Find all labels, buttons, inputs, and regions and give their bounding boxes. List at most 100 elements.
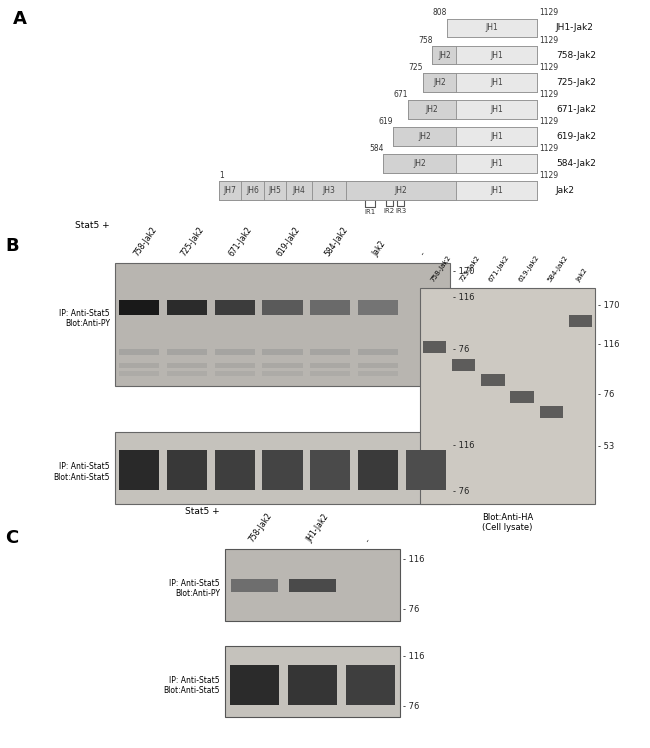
Text: IP: Anti-Stat5
Blot:Anti-Stat5: IP: Anti-Stat5 Blot:Anti-Stat5 [53,462,110,482]
Text: - 170: - 170 [453,267,474,276]
Text: 1: 1 [219,171,224,180]
Bar [263,363,303,368]
Bar [447,19,537,37]
Bar [225,549,400,621]
Text: 619-Jak2: 619-Jak2 [275,224,302,257]
Text: 725: 725 [409,63,423,72]
Bar [115,263,450,386]
Text: IR2: IR2 [384,208,395,214]
Text: 758: 758 [418,36,432,45]
Bar [214,450,255,490]
Bar [358,349,398,355]
Text: 671-Jak2: 671-Jak2 [556,105,596,114]
Bar [119,349,159,355]
Bar [452,358,475,370]
Bar [406,450,446,490]
Bar [310,450,350,490]
Text: JH2: JH2 [419,132,431,141]
Bar [358,371,398,376]
Bar [119,363,159,368]
Text: 1129: 1129 [539,36,558,45]
Text: JH1-Jak2: JH1-Jak2 [556,23,593,32]
Text: - 116: - 116 [403,555,424,564]
Text: JH4: JH4 [292,186,306,195]
Bar [423,73,537,91]
Bar [569,316,592,328]
Text: Stat5 +: Stat5 + [185,507,220,516]
Bar [510,391,534,403]
Text: Jak2: Jak2 [556,186,575,195]
Text: JH1: JH1 [486,23,499,32]
Bar [358,450,398,490]
Text: 725-Jak2: 725-Jak2 [459,254,482,283]
Bar [214,300,255,315]
Text: 758-Jak2: 758-Jak2 [131,224,159,257]
Bar [219,181,537,200]
Text: JH7: JH7 [224,186,237,195]
Bar [264,181,287,200]
Bar [432,46,456,64]
Text: JH2: JH2 [395,186,408,195]
Bar [166,371,207,376]
Bar [447,19,537,37]
Bar [456,181,537,200]
Text: 725-Jak2: 725-Jak2 [179,224,206,257]
Bar [166,349,207,355]
Bar [289,579,336,592]
Text: Jak2: Jak2 [575,268,589,283]
Bar [384,154,537,173]
Text: - 116: - 116 [403,652,424,661]
Text: Stat5 +: Stat5 + [75,221,110,230]
Text: - 116: - 116 [453,292,474,301]
Bar [214,363,255,368]
Bar [219,181,241,200]
Text: IR3: IR3 [395,208,406,214]
Bar [432,46,537,64]
Bar [423,73,456,91]
Text: 1129: 1129 [539,63,558,72]
Bar [263,371,303,376]
Text: 671: 671 [393,90,408,99]
Text: 1129: 1129 [539,117,558,126]
Bar [420,289,595,504]
Text: IR1: IR1 [364,209,375,215]
Bar [231,579,278,592]
Text: Jak2: Jak2 [371,239,387,257]
Bar [346,181,456,200]
Bar [358,300,398,315]
Text: 619-Jak2: 619-Jak2 [556,132,596,141]
Text: JH2: JH2 [426,105,439,114]
Bar [456,154,537,173]
Bar [393,127,537,146]
Text: - 170: - 170 [598,301,619,310]
Text: 758-Jak2: 758-Jak2 [247,511,274,544]
Bar [166,363,207,368]
Bar [115,432,450,504]
Bar [263,349,303,355]
Bar [310,300,350,315]
Text: JH6: JH6 [246,186,259,195]
Text: - 76: - 76 [598,390,614,399]
Text: JH1: JH1 [491,186,503,195]
Bar [408,100,456,119]
Text: 584-Jak2: 584-Jak2 [547,254,569,283]
Text: 1129: 1129 [539,144,558,153]
Bar [214,349,255,355]
Bar [263,450,303,490]
Text: - 76: - 76 [403,702,419,711]
Text: IP: Anti-Stat5
Blot:Anti-PY: IP: Anti-Stat5 Blot:Anti-PY [170,579,220,598]
Text: 584-Jak2: 584-Jak2 [556,159,596,168]
Text: JH3: JH3 [322,186,335,195]
Bar [540,406,563,418]
Text: - 76: - 76 [403,605,419,614]
Text: 758-Jak2: 758-Jak2 [556,51,596,60]
Bar [225,646,400,717]
Text: 619: 619 [379,117,393,126]
Text: Blot:Anti-HA
(Cell lysate): Blot:Anti-HA (Cell lysate) [482,512,533,532]
Text: - 76: - 76 [453,487,469,496]
Text: 725-Jak2: 725-Jak2 [556,78,596,87]
Bar [119,300,159,315]
Bar [456,73,537,91]
Bar [166,450,207,490]
Text: JH1: JH1 [491,159,503,168]
